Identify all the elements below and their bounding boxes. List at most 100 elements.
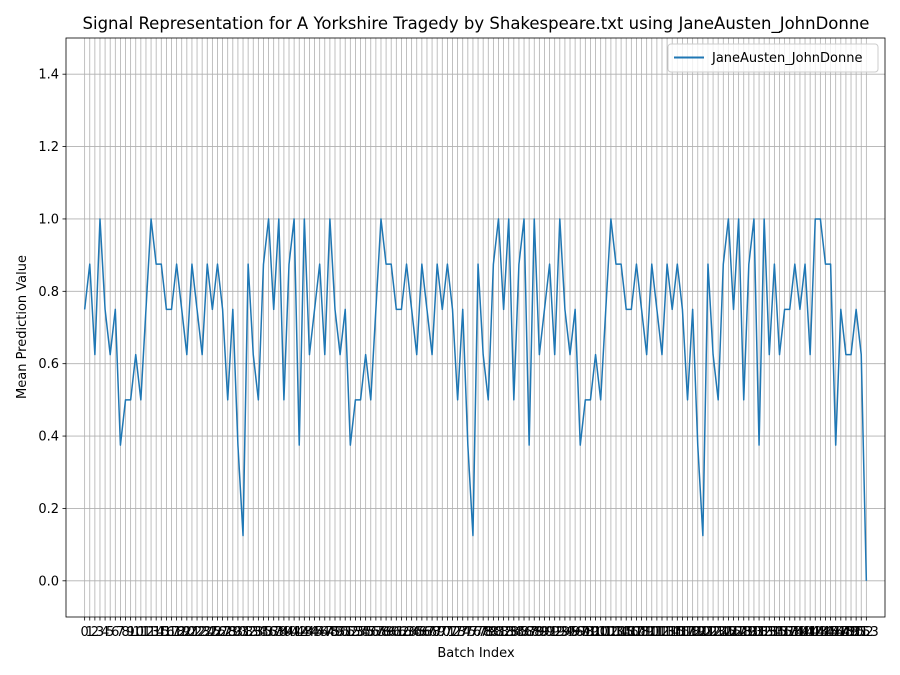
x-tick-label: 54 [352,625,369,640]
series-line-group [83,218,868,581]
x-tick-label: 100 [583,625,608,640]
x-tick-label: 31 [235,625,252,640]
x-tick-label: 18 [168,625,185,640]
x-tick-label: 10 [127,625,144,640]
legend-label: JaneAusten_JohnDonne [711,51,862,66]
x-tick-label: 152 [849,625,874,640]
x-tick-label: 83 [500,625,517,640]
y-tick-label: 1.0 [38,212,59,227]
x-tick-label: 151 [844,625,869,640]
x-tick-label: 19 [173,625,190,640]
x-tick-label: 27 [214,625,231,640]
x-tick-label: 128 [726,625,751,640]
x-tick-label: 57 [368,625,385,640]
x-tick-label: 5 [106,625,114,640]
x-tick-label: 121 [690,625,715,640]
x-tick-label: 116 [665,625,690,640]
x-tick-label: 61 [388,625,405,640]
x-tick-label: 51 [337,625,354,640]
x-tick-label: 49 [327,625,344,640]
x-tick-label: 20 [179,625,196,640]
x-tick-label: 149 [834,625,859,640]
x-tick-label: 0 [81,625,89,640]
x-tick-label: 88 [526,625,543,640]
x-tick-label: 130 [736,625,761,640]
x-tick-label: 118 [675,625,700,640]
x-tick-label: 60 [383,625,400,640]
x-tick-label: 135 [762,625,787,640]
x-tick-label: 65 [408,625,425,640]
x-tick-label: 114 [655,625,680,640]
y-tick-label: 1.2 [38,140,59,155]
x-tick-label: 153 [854,625,879,640]
x-tick-label: 104 [604,625,629,640]
x-tick-label: 140 [788,625,813,640]
x-tick-label: 74 [454,625,471,640]
x-tick-label: 110 [634,625,659,640]
y-tick-label: 0.0 [38,574,59,589]
x-tick-label: 59 [378,625,395,640]
x-tick-label: 107 [619,625,644,640]
x-tick-label: 103 [598,625,623,640]
y-axis-label: Mean Prediction Value [15,255,30,399]
x-tick-label: 4 [101,625,109,640]
x-tick-label: 24 [199,625,216,640]
x-tick-label: 150 [839,625,864,640]
x-tick-label: 45 [306,625,323,640]
x-tick-label: 53 [347,625,364,640]
x-tick-label: 1 [86,625,94,640]
axes-border [65,37,886,618]
x-tick-label: 148 [828,625,853,640]
x-tick-label: 47 [317,625,334,640]
x-tick-label: 66 [414,625,431,640]
x-tick-label: 78 [475,625,492,640]
x-tick-label: 112 [644,625,669,640]
x-tick-label: 14 [148,625,165,640]
x-tick-label: 22 [189,625,206,640]
x-tick-label: 93 [552,625,569,640]
x-tick-label: 50 [332,625,349,640]
x-tick-label: 72 [444,625,461,640]
x-tick-label: 16 [158,625,175,640]
x-tick-label: 113 [650,625,675,640]
x-tick-label: 132 [747,625,772,640]
y-tick-label: 0.2 [38,502,59,517]
x-tick-label: 120 [685,625,710,640]
x-tick-label: 86 [516,625,533,640]
x-tick-label: 28 [219,625,236,640]
x-tick-label: 13 [143,625,160,640]
x-tick-label: 129 [731,625,756,640]
x-tick-label: 81 [490,625,507,640]
x-tick-label: 58 [373,625,390,640]
x-tick-label: 2 [91,625,99,640]
x-tick-label: 46 [311,625,328,640]
x-tick-label: 3 [96,625,104,640]
x-tick-label: 55 [357,625,374,640]
x-tick-label: 143 [803,625,828,640]
x-axis-ticks: 0123456789101112131415161718192021222324… [81,617,879,640]
x-tick-label: 106 [614,625,639,640]
x-tick-label: 43 [296,625,313,640]
x-tick-label: 89 [531,625,548,640]
x-tick-label: 7 [116,625,124,640]
x-tick-label: 41 [286,625,303,640]
x-tick-label: 56 [362,625,379,640]
x-tick-label: 35 [255,625,272,640]
x-tick-label: 73 [449,625,466,640]
x-tick-label: 80 [485,625,502,640]
y-tick-label: 0.4 [38,430,59,445]
legend: JaneAusten_JohnDonne [667,43,879,73]
x-tick-label: 117 [670,625,695,640]
x-tick-label: 25 [204,625,221,640]
x-tick-label: 32 [240,625,257,640]
x-tick-label: 97 [572,625,589,640]
x-tick-label: 8 [121,625,129,640]
x-tick-label: 95 [562,625,579,640]
x-tick-label: 76 [465,625,482,640]
x-tick-label: 146 [818,625,843,640]
x-tick-label: 69 [429,625,446,640]
x-tick-label: 138 [777,625,802,640]
x-tick-label: 71 [439,625,456,640]
x-tick-label: 124 [706,625,731,640]
